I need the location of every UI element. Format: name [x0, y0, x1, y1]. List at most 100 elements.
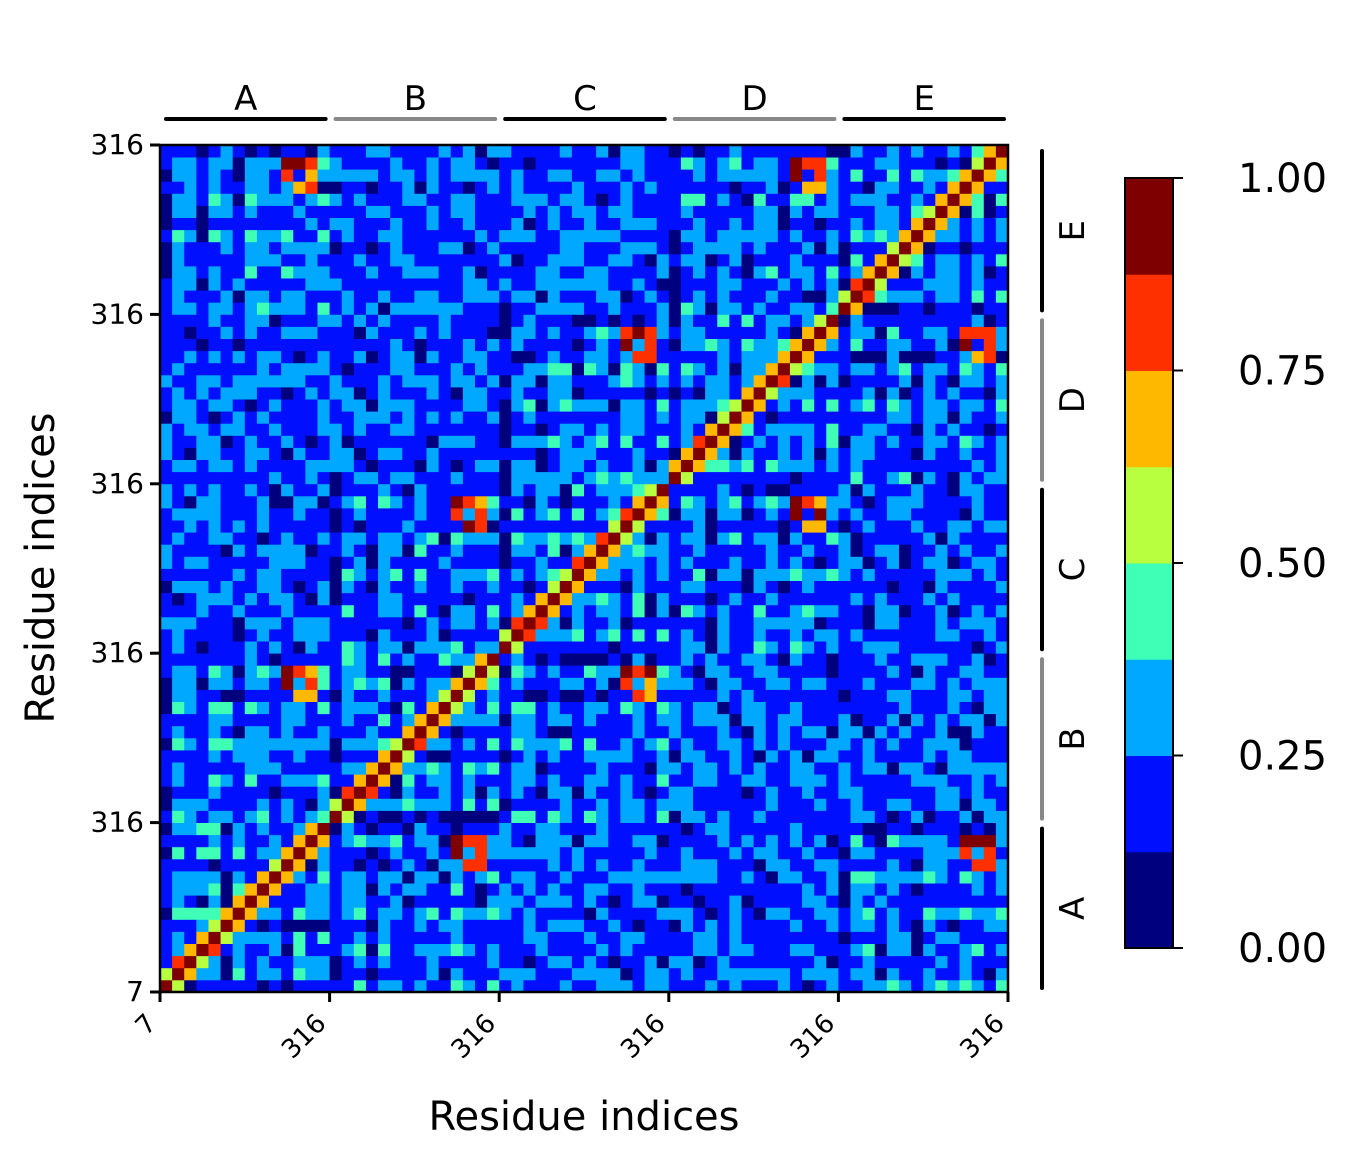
heatmap-cell	[632, 750, 645, 763]
heatmap-cell	[898, 750, 912, 763]
heatmap-cell	[584, 846, 597, 860]
heatmap-cell	[693, 495, 706, 509]
heatmap-cell	[244, 435, 258, 448]
heatmap-cell	[850, 447, 864, 460]
heatmap-cell	[680, 895, 694, 908]
heatmap-cell	[850, 798, 864, 811]
heatmap-cell	[414, 979, 427, 992]
heatmap-cell	[632, 967, 645, 981]
heatmap-cell	[802, 362, 815, 376]
heatmap-cell	[741, 822, 754, 836]
heatmap-cell	[644, 871, 658, 884]
heatmap-cell	[632, 157, 645, 170]
heatmap-cell	[947, 532, 960, 545]
heatmap-cell	[971, 701, 985, 715]
heatmap-cell	[184, 822, 197, 836]
heatmap-cell	[947, 931, 960, 944]
heatmap-cell	[765, 604, 779, 618]
heatmap-cell	[281, 145, 294, 158]
heatmap-cell	[547, 229, 561, 243]
heatmap-cell	[269, 374, 282, 388]
heatmap-cell	[281, 544, 294, 557]
heatmap-cell	[886, 701, 900, 715]
heatmap-cell	[353, 556, 367, 569]
heatmap-cell	[160, 822, 173, 836]
heatmap-cell	[693, 895, 706, 908]
heatmap-cell	[535, 786, 549, 799]
heatmap-cell	[244, 205, 258, 218]
heatmap-cell	[850, 217, 864, 231]
heatmap-cell	[160, 604, 173, 618]
heatmap-cell	[341, 653, 355, 666]
heatmap-cell	[753, 616, 767, 630]
heatmap-cell	[184, 205, 197, 218]
heatmap-cell	[474, 774, 488, 787]
heatmap-cell	[596, 266, 609, 279]
heatmap-cell	[269, 253, 282, 267]
heatmap-cell	[365, 302, 379, 315]
heatmap-cell	[656, 229, 670, 243]
heatmap-cell	[693, 798, 706, 811]
heatmap-cell	[680, 616, 694, 630]
heatmap-cell	[378, 907, 391, 920]
heatmap-cell	[971, 834, 985, 848]
heatmap-cell	[196, 241, 209, 255]
heatmap-cell	[559, 362, 573, 376]
heatmap-cell	[838, 350, 851, 364]
heatmap-cell	[814, 653, 827, 666]
heatmap-cell	[244, 774, 258, 787]
heatmap-cell	[826, 883, 839, 896]
heatmap-cell	[523, 725, 536, 739]
heatmap-cell	[402, 641, 415, 654]
heatmap-cell	[160, 641, 173, 654]
heatmap-cell	[559, 181, 573, 194]
heatmap-cell	[668, 641, 682, 654]
heatmap-cell	[947, 253, 960, 267]
heatmap-cell	[608, 157, 621, 170]
heatmap-cell	[911, 871, 924, 884]
heatmap-cell	[995, 919, 1008, 932]
heatmap-cell	[911, 471, 924, 485]
heatmap-cell	[244, 495, 258, 509]
heatmap-cell	[680, 169, 694, 182]
heatmap-cell	[971, 677, 985, 690]
heatmap-cell	[305, 689, 318, 702]
heatmap-cell	[414, 362, 427, 376]
heatmap-cell	[450, 217, 464, 231]
heatmap-cell	[765, 157, 779, 170]
heatmap-cell	[172, 834, 185, 848]
heatmap-cell	[402, 459, 415, 473]
heatmap-cell	[523, 556, 536, 569]
heatmap-cell	[196, 580, 209, 594]
heatmap-cell	[959, 374, 973, 388]
heatmap-cell	[632, 326, 645, 339]
heatmap-cell	[814, 967, 827, 981]
heatmap-cell	[317, 677, 330, 690]
heatmap-cell	[487, 810, 500, 823]
heatmap-cell	[474, 350, 488, 364]
heatmap-cell	[608, 943, 621, 957]
heatmap-cell	[438, 253, 452, 267]
heatmap-cell	[802, 278, 815, 291]
heatmap-cell	[499, 641, 512, 654]
heatmap-cell	[886, 544, 900, 557]
heatmap-cell	[535, 943, 549, 957]
heatmap-cell	[571, 157, 585, 170]
heatmap-cell	[765, 629, 779, 642]
heatmap-cell	[402, 665, 415, 678]
heatmap-cell	[341, 665, 355, 678]
heatmap-cell	[462, 290, 476, 303]
heatmap-cell	[741, 616, 754, 630]
heatmap-cell	[850, 302, 864, 315]
heatmap-cell	[680, 592, 694, 606]
heatmap-cell	[584, 520, 597, 533]
heatmap-cell	[244, 326, 258, 339]
heatmap-cell	[668, 290, 682, 303]
heatmap-cell	[911, 713, 924, 727]
heatmap-cell	[511, 374, 524, 388]
heatmap-cell	[474, 822, 488, 836]
heatmap-cell	[450, 399, 464, 412]
heatmap-cell	[983, 459, 997, 473]
heatmap-cell	[862, 447, 876, 460]
heatmap-cell	[426, 508, 440, 521]
